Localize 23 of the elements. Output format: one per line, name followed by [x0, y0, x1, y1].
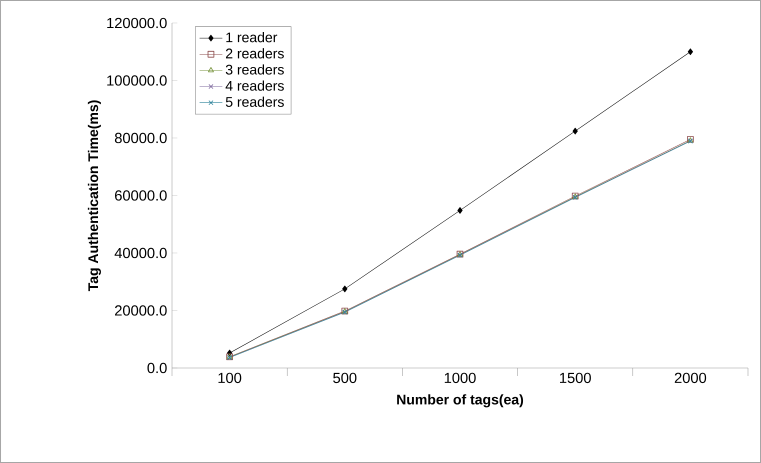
x-tick-label: 100: [218, 372, 242, 384]
x-tick-label: 1500: [560, 372, 591, 384]
y-tick-label: 40000.0: [114, 248, 167, 258]
point: [572, 128, 578, 134]
point: [688, 48, 693, 56]
legend-label: 4 readers: [226, 80, 284, 91]
y-tick-label: 60000.0: [115, 190, 167, 201]
legend-label: 3 readers: [226, 64, 284, 75]
y-axis-title: Tag Authentication Time(ms): [88, 100, 101, 292]
legend-label: 1 reader: [226, 32, 278, 42]
legend-label: 5 readers: [226, 96, 284, 107]
point: [342, 286, 348, 292]
x-axis-title: Number of tags(ea): [397, 394, 524, 408]
y-tick-label: 100000.0: [107, 75, 167, 86]
y-tick-label: 80000.0: [114, 132, 167, 144]
y-tick-label: 0.0: [147, 362, 167, 374]
legend-label: 2 readers: [226, 48, 284, 58]
x-tick-label: 2000: [674, 372, 706, 384]
y-tick-label: 20000.0: [115, 305, 167, 316]
x-tick-label: 500: [333, 372, 356, 384]
x-tick-label: 1000: [444, 372, 476, 384]
y-tick-label: 120000.0: [107, 18, 167, 28]
point: [457, 207, 463, 214]
